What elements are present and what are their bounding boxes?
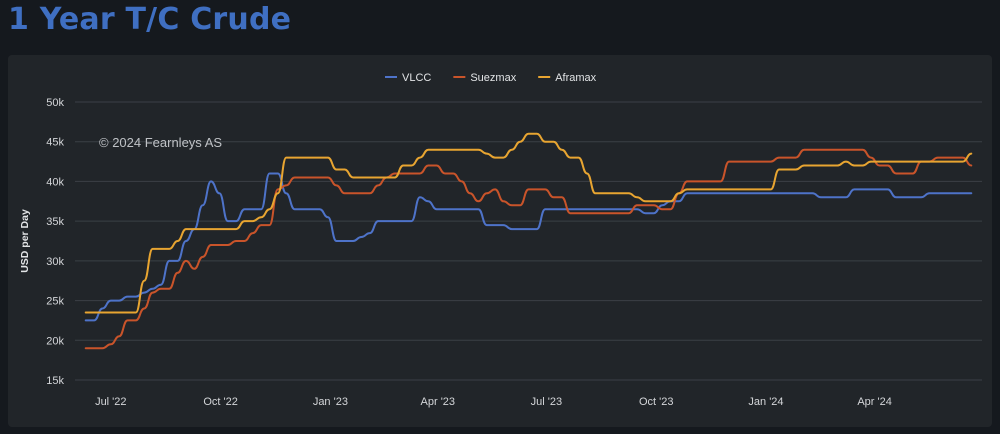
series-line-suezmax	[84, 148, 973, 350]
x-tick-label: Jul '23	[531, 396, 562, 408]
chart-panel: 15k 20k 25k 30k 35k 40k 45k 50k Jul '22 Oct '22 J…	[8, 55, 992, 427]
x-axis-ticks: Jul '22 Oct '22 Jan '23 Apr '23 Jul '23 Oct '…	[95, 396, 892, 408]
legend-item-vlcc[interactable]: VLCC	[402, 72, 431, 84]
watermark-text: © 2024 Fearnleys AS	[99, 135, 222, 150]
x-tick-label: Apr '24	[857, 396, 892, 408]
y-tick-label: 30k	[46, 256, 64, 268]
series-line-vlcc	[84, 172, 973, 322]
series-line-aframax	[84, 132, 973, 314]
y-tick-label: 45k	[46, 137, 64, 149]
y-axis-ticks: 15k 20k 25k 30k 35k 40k 45k 50k	[46, 97, 64, 387]
page-title: 1 Year T/C Crude	[8, 2, 292, 37]
y-tick-label: 25k	[46, 296, 64, 308]
series-lines	[84, 132, 973, 350]
y-tick-label: 50k	[46, 97, 64, 109]
y-tick-label: 20k	[46, 335, 64, 347]
x-tick-label: Apr '23	[421, 396, 456, 408]
x-tick-label: Jul '22	[95, 396, 126, 408]
x-tick-label: Oct '23	[639, 396, 674, 408]
y-tick-label: 15k	[46, 375, 64, 387]
legend: VLCC Suezmax Aframax	[385, 72, 597, 84]
y-tick-label: 35k	[46, 216, 64, 228]
legend-item-suezmax[interactable]: Suezmax	[470, 72, 516, 84]
x-tick-label: Jan '23	[313, 396, 348, 408]
x-tick-label: Oct '22	[203, 396, 238, 408]
y-tick-label: 40k	[46, 176, 64, 188]
legend-item-aframax[interactable]: Aframax	[555, 72, 596, 84]
x-tick-label: Jan '24	[748, 396, 783, 408]
y-axis-title: USD per Day	[19, 209, 31, 273]
